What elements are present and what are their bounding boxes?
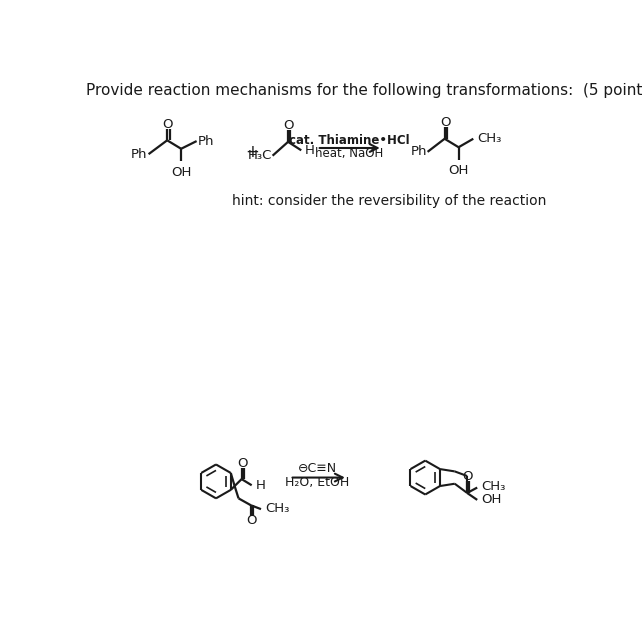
Text: O: O (463, 470, 473, 484)
Text: hint: consider the reversibility of the reaction: hint: consider the reversibility of the … (231, 194, 546, 208)
Text: +: + (246, 143, 259, 161)
Text: heat, NaOH: heat, NaOH (315, 147, 383, 160)
Text: CH₃: CH₃ (265, 502, 289, 515)
Text: O: O (440, 116, 451, 129)
Text: O: O (237, 457, 248, 470)
Text: OH: OH (171, 166, 192, 179)
Text: Ph: Ph (131, 148, 147, 161)
Text: ⊖C≡N: ⊖C≡N (298, 462, 337, 475)
Text: Ph: Ph (198, 134, 215, 148)
Text: H: H (304, 144, 314, 157)
Text: O: O (246, 514, 257, 527)
Text: H₃C: H₃C (248, 149, 273, 162)
Text: CH₃: CH₃ (481, 480, 505, 493)
Text: O: O (163, 118, 173, 131)
Text: H₂O, EtOH: H₂O, EtOH (285, 476, 350, 489)
Text: O: O (284, 119, 294, 132)
Text: H: H (255, 479, 266, 492)
Text: OH: OH (481, 493, 502, 507)
Text: Ph: Ph (411, 145, 428, 158)
Text: cat. Thiamine•HCl: cat. Thiamine•HCl (289, 134, 410, 147)
Text: OH: OH (448, 164, 469, 177)
Text: CH₃: CH₃ (477, 132, 502, 145)
Text: Provide reaction mechanisms for the following transformations:  (5 points each): Provide reaction mechanisms for the foll… (86, 84, 643, 98)
